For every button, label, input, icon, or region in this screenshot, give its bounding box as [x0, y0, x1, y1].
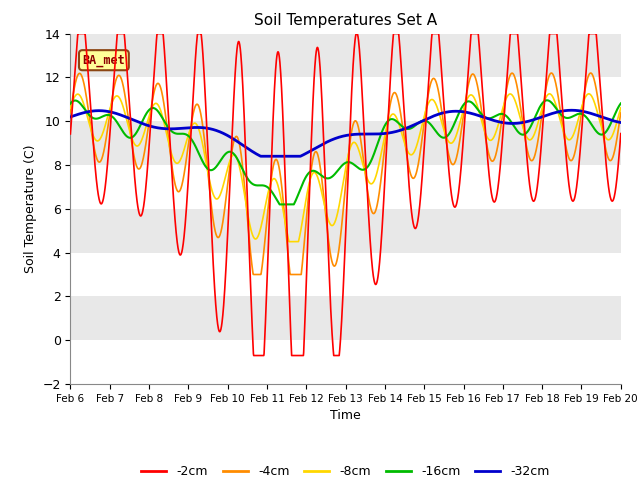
Title: Soil Temperatures Set A: Soil Temperatures Set A — [254, 13, 437, 28]
Y-axis label: Soil Temperature (C): Soil Temperature (C) — [24, 144, 36, 273]
Legend: -2cm, -4cm, -8cm, -16cm, -32cm: -2cm, -4cm, -8cm, -16cm, -32cm — [136, 460, 555, 480]
Bar — [70, 340, 621, 384]
Bar — [70, 77, 621, 121]
Bar — [70, 252, 621, 296]
Text: BA_met: BA_met — [83, 54, 125, 67]
X-axis label: Time: Time — [330, 409, 361, 422]
Bar — [70, 165, 621, 209]
